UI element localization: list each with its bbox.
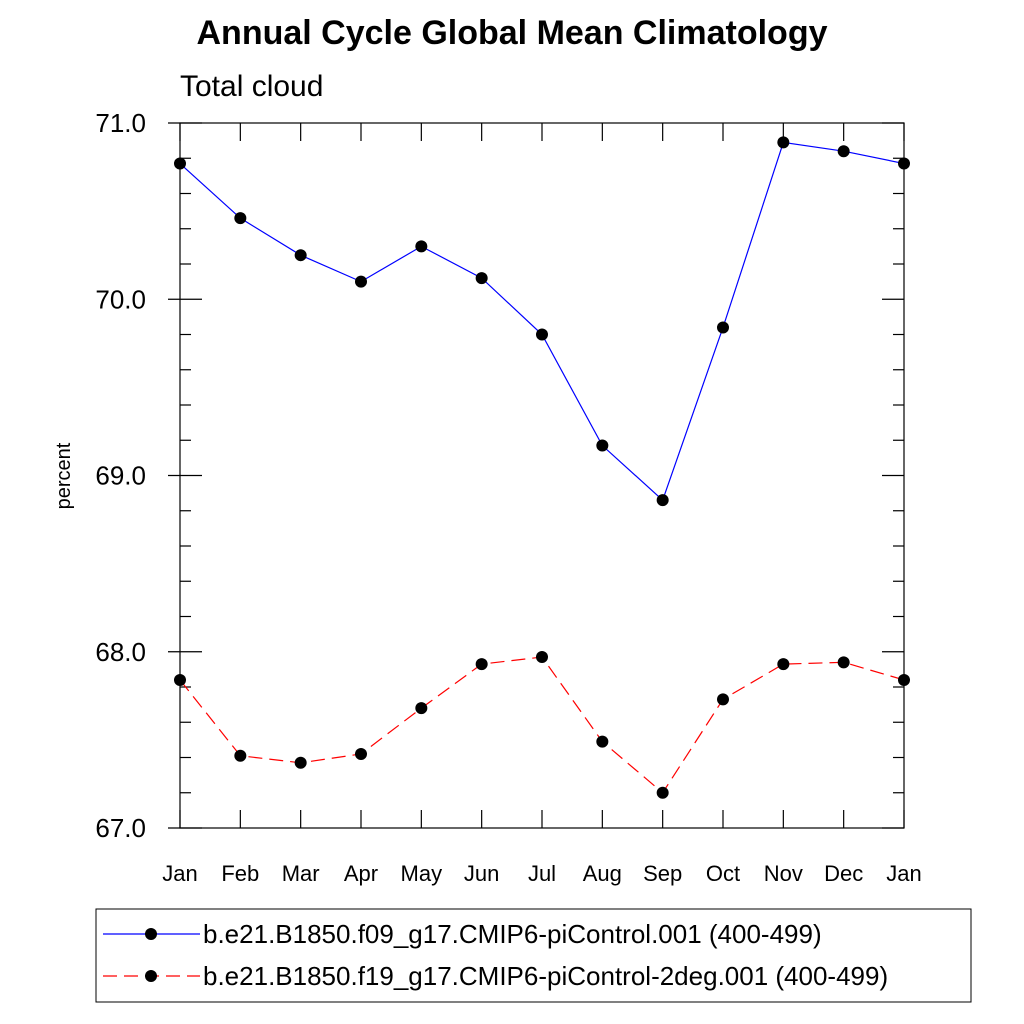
- y-tick-label: 70.0: [95, 284, 146, 314]
- series-2-point: [536, 651, 548, 664]
- x-tick-label: Jul: [528, 861, 556, 886]
- x-tick-label: Nov: [764, 861, 803, 886]
- series-2-point: [234, 749, 247, 762]
- y-tick-label: 67.0: [95, 813, 146, 843]
- axis-ticks: [168, 122, 905, 829]
- y-tick-labels: 67.0 68.0 69.0 70.0 71.0: [95, 108, 146, 843]
- plot-frame: [179, 122, 905, 829]
- series-2-point: [415, 702, 428, 715]
- series-1-point: [898, 157, 910, 170]
- x-tick-label: Sep: [643, 861, 682, 886]
- series-1-point: [355, 275, 367, 288]
- series-1-point: [717, 321, 729, 334]
- series-1-point: [596, 439, 609, 452]
- series-1-point: [536, 328, 548, 341]
- legend-marker-1: [145, 928, 157, 940]
- series-1-point: [234, 212, 247, 225]
- chart-subtitle: Total cloud: [180, 70, 324, 103]
- series-2-point: [174, 673, 186, 686]
- series-2-point: [777, 658, 790, 671]
- x-tick-label: Feb: [221, 861, 259, 886]
- series-layer: [174, 136, 910, 799]
- legend: b.e21.B1850.f09_g17.CMIP6-piControl.001 …: [103, 919, 888, 991]
- x-tick-label: Aug: [583, 861, 622, 886]
- y-tick-label: 69.0: [95, 461, 146, 491]
- series-line-2: [179, 656, 905, 794]
- series-2-point: [656, 786, 669, 799]
- y-tick-label: 71.0: [95, 108, 146, 138]
- series-line-1: [179, 141, 905, 502]
- x-tick-label: Oct: [706, 861, 740, 886]
- series-2-point: [717, 693, 729, 706]
- y-tick-label: 68.0: [95, 637, 146, 667]
- chart-title: Annual Cycle Global Mean Climatology: [196, 14, 828, 52]
- x-tick-label: Jan: [886, 861, 921, 886]
- x-tick-label: Dec: [824, 861, 863, 886]
- series-1-point: [174, 157, 186, 170]
- series-2-point: [355, 747, 367, 760]
- series-2-point: [596, 735, 609, 748]
- legend-box: [95, 908, 972, 1003]
- series-2-point: [294, 756, 307, 769]
- series-1-point: [294, 249, 307, 262]
- x-tick-label: Apr: [344, 861, 378, 886]
- x-tick-label: Mar: [282, 861, 320, 886]
- series-2-point: [475, 658, 488, 671]
- series-1-point: [415, 240, 428, 253]
- series-1-point: [837, 145, 850, 158]
- legend-marker-2: [145, 970, 157, 982]
- legend-label-2: b.e21.B1850.f19_g17.CMIP6-piControl-2deg…: [203, 961, 888, 991]
- y-axis-label: percent: [53, 442, 75, 509]
- series-1-point: [475, 272, 488, 285]
- legend-label-1: b.e21.B1850.f09_g17.CMIP6-piControl.001 …: [203, 919, 822, 949]
- series-1-point: [656, 494, 669, 507]
- series-1-point: [777, 136, 790, 149]
- x-tick-label: Jun: [464, 861, 499, 886]
- x-tick-labels: Jan Feb Mar Apr May Jun Jul Aug Sep Oct Nov Dec Jan: [162, 861, 921, 886]
- series-2-point: [837, 656, 850, 669]
- x-tick-label: May: [401, 861, 443, 886]
- series-2-point: [898, 673, 910, 686]
- x-tick-label: Jan: [162, 861, 197, 886]
